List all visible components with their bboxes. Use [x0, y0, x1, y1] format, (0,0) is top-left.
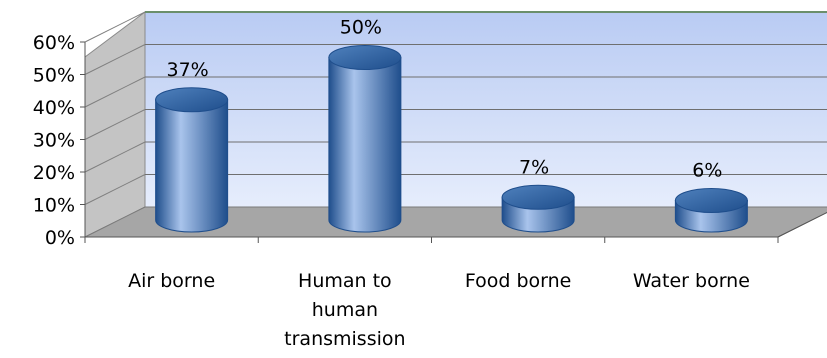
- category-label: human: [312, 299, 378, 321]
- y-axis-ticks: 0% 10% 20% 30% 40% 50% 60%: [33, 32, 85, 249]
- bar-air-borne: [155, 87, 229, 233]
- y-tick-label: 20%: [33, 162, 75, 184]
- category-label: Air borne: [128, 270, 215, 292]
- data-label: 50%: [340, 17, 382, 39]
- data-label: 37%: [167, 59, 209, 81]
- bar-cap: [328, 45, 402, 70]
- chart-walls: [84, 11, 827, 238]
- data-label: 6%: [692, 160, 722, 182]
- gridline-side: [84, 44, 146, 75]
- y-tick-label: 10%: [33, 195, 75, 217]
- gridline-side: [84, 109, 146, 140]
- category-label: transmission: [284, 328, 405, 350]
- category-label: Food borne: [465, 270, 572, 292]
- category-label: Water borne: [633, 270, 750, 292]
- data-labels: 37% 50% 7% 6%: [167, 17, 723, 182]
- bar-human-to-human-transmission: [328, 45, 402, 233]
- bar-body: [328, 57, 402, 233]
- bar-water-borne: [674, 188, 748, 233]
- gridline-side: [84, 11, 146, 43]
- y-tick-label: 30%: [33, 130, 75, 152]
- bar-cap: [501, 184, 575, 210]
- bar-food-borne: [501, 184, 575, 233]
- data-label: 7%: [519, 156, 549, 178]
- category-labels: Air borne Human to human transmission Food b…: [128, 270, 750, 350]
- y-tick-label: 0%: [45, 227, 75, 249]
- y-tick-label: 40%: [33, 97, 75, 119]
- floor-edge: [777, 211, 827, 238]
- gridline-side: [84, 174, 146, 205]
- bar-body: [155, 99, 229, 233]
- gridline-side: [84, 76, 146, 108]
- y-tick-label: 50%: [33, 65, 75, 87]
- gridlines: [84, 11, 827, 205]
- category-label: Human to: [298, 270, 392, 292]
- bars: [155, 45, 748, 233]
- bar-cap: [155, 87, 229, 113]
- y-tick-label: 60%: [33, 32, 75, 54]
- gridline-side: [84, 141, 146, 173]
- bar-cap: [674, 188, 748, 213]
